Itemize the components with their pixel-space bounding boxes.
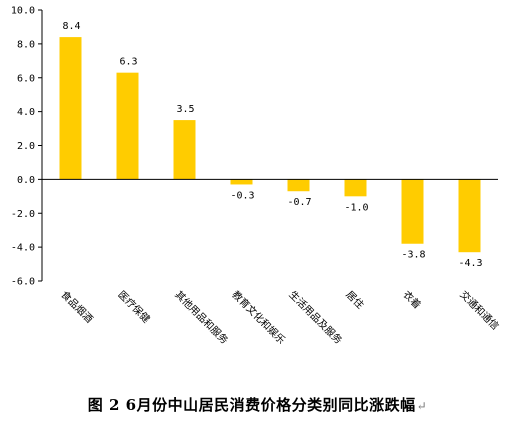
category-label: 衣着 bbox=[400, 288, 423, 311]
y-tick-label: 6.0 bbox=[17, 73, 35, 84]
category-label: 其他用品和服务 bbox=[172, 288, 231, 347]
data-label: -4.3 bbox=[458, 258, 482, 269]
y-tick-label: -6.0 bbox=[11, 277, 35, 288]
data-label: 6.3 bbox=[119, 57, 137, 68]
category-label: 生活用品及服务 bbox=[286, 288, 345, 347]
y-axis-ticks: 10.0 8.0 6.0 4.0 2.0 0.0 -2.0 -4.0 -6.0 bbox=[11, 6, 42, 288]
bar bbox=[230, 179, 253, 185]
y-tick-label: 4.0 bbox=[17, 107, 35, 118]
y-tick-label: 0.0 bbox=[17, 175, 35, 186]
bar bbox=[173, 120, 196, 180]
bar bbox=[287, 179, 310, 192]
y-tick-label: 8.0 bbox=[17, 39, 35, 50]
data-label: -0.3 bbox=[230, 190, 254, 201]
category-label: 食品烟酒 bbox=[58, 288, 95, 325]
bar-chart: 10.0 8.0 6.0 4.0 2.0 0.0 -2.0 -4.0 -6.0 8.4 6.3 3.… bbox=[11, 6, 502, 347]
data-label: 3.5 bbox=[176, 104, 194, 115]
data-label: -1.0 bbox=[344, 202, 368, 213]
category-label: 教育文化和娱乐 bbox=[229, 288, 288, 347]
y-tick-label: -4.0 bbox=[11, 243, 35, 254]
bar bbox=[401, 179, 424, 244]
bars bbox=[59, 37, 481, 253]
y-tick-label: 10.0 bbox=[11, 6, 35, 17]
category-label: 居住 bbox=[343, 288, 366, 311]
y-tick-label: 2.0 bbox=[17, 141, 35, 152]
bar bbox=[116, 72, 139, 180]
bar bbox=[458, 179, 481, 253]
caption-text: 图 2 6月份中山居民消费价格分类别同比涨跌幅 bbox=[87, 396, 416, 414]
bar bbox=[59, 37, 82, 180]
category-labels: 食品烟酒 医疗保健 其他用品和服务 教育文化和娱乐 生活用品及服务 居住 衣着 交通和通信 bbox=[58, 288, 502, 347]
data-label: 8.4 bbox=[62, 21, 80, 32]
y-tick-label: -2.0 bbox=[11, 209, 35, 220]
chart-caption: 图 2 6月份中山居民消费价格分类别同比涨跌幅↵ bbox=[0, 394, 515, 415]
data-label: -0.7 bbox=[287, 197, 311, 208]
category-label: 交通和通信 bbox=[457, 288, 502, 333]
bar bbox=[344, 179, 367, 197]
data-labels: 8.4 6.3 3.5 -0.3 -0.7 -1.0 -3.8 -4.3 bbox=[62, 21, 482, 269]
axes bbox=[41, 10, 498, 281]
data-label: -3.8 bbox=[401, 250, 425, 261]
category-label: 医疗保健 bbox=[115, 288, 152, 325]
paragraph-mark: ↵ bbox=[416, 399, 428, 413]
